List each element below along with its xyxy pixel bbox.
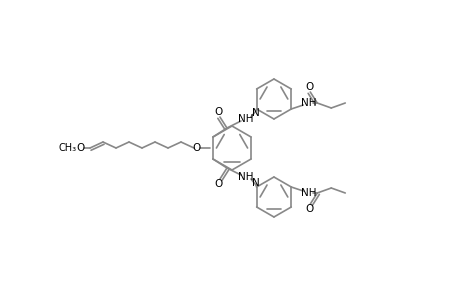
Text: O: O — [214, 179, 223, 189]
Text: O: O — [304, 204, 313, 214]
Text: NH: NH — [300, 188, 315, 198]
Text: N: N — [251, 108, 259, 118]
Text: O: O — [192, 143, 201, 153]
Text: NH: NH — [238, 114, 253, 124]
Text: O: O — [77, 143, 85, 153]
Text: NH: NH — [300, 98, 315, 108]
Text: NH: NH — [238, 172, 253, 182]
Text: N: N — [251, 178, 259, 188]
Text: CH₃: CH₃ — [59, 143, 77, 153]
Text: O: O — [214, 107, 223, 117]
Text: O: O — [304, 82, 313, 92]
